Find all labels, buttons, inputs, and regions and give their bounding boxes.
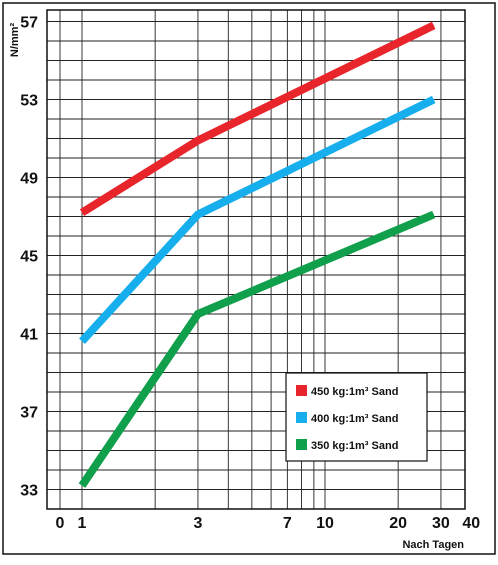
x-tick-label: 7: [283, 515, 292, 532]
series-lines: [78, 21, 436, 488]
outer-border: [2, 2, 496, 555]
legend-swatch: [296, 412, 307, 423]
x-tick-label: 20: [389, 515, 407, 532]
data-point: [197, 139, 199, 141]
legend-label: 400 kg:1m³ Sand: [311, 413, 398, 425]
legend: 450 kg:1m³ Sand 400 kg:1m³ Sand 350 kg:1m³…: [285, 372, 428, 462]
data-point: [197, 214, 199, 216]
x-axis-label: Nach Tagen: [402, 539, 464, 551]
legend-box: [285, 372, 428, 462]
y-tick-label: 53: [20, 93, 38, 110]
x-tick-label: 3: [193, 515, 202, 532]
legend-swatch: [296, 385, 307, 396]
data-point: [433, 214, 435, 216]
data-point: [81, 212, 83, 214]
y-tick-label: 45: [20, 249, 38, 266]
legend-label: 350 kg:1m³ Sand: [311, 440, 398, 452]
x-tick-label: 0: [56, 515, 65, 532]
x-tick-labels: 0 1 3 7 10 20 30 40: [56, 515, 481, 532]
data-point: [433, 24, 435, 26]
data-point: [197, 313, 199, 315]
y-tick-label: 49: [20, 171, 38, 188]
y-axis-label: N/mm²: [9, 23, 21, 58]
plot-area-border: [46, 9, 466, 510]
data-point: [81, 340, 83, 342]
legend-swatch: [296, 439, 307, 450]
data-point: [81, 485, 83, 487]
y-tick-label: 33: [20, 483, 38, 500]
y-tick-label: 57: [20, 15, 38, 32]
x-tick-label: 10: [316, 515, 334, 532]
legend-label: 450 kg:1m³ Sand: [311, 386, 398, 398]
data-point: [433, 99, 435, 100]
y-tick-label: 41: [20, 327, 38, 344]
x-tick-label: 40: [462, 515, 480, 532]
y-tick-labels: 33 37 41 45 49 53 57: [20, 15, 38, 500]
x-tick-label: 1: [78, 515, 87, 532]
x-tick-label: 30: [432, 515, 450, 532]
y-tick-label: 37: [20, 405, 38, 422]
